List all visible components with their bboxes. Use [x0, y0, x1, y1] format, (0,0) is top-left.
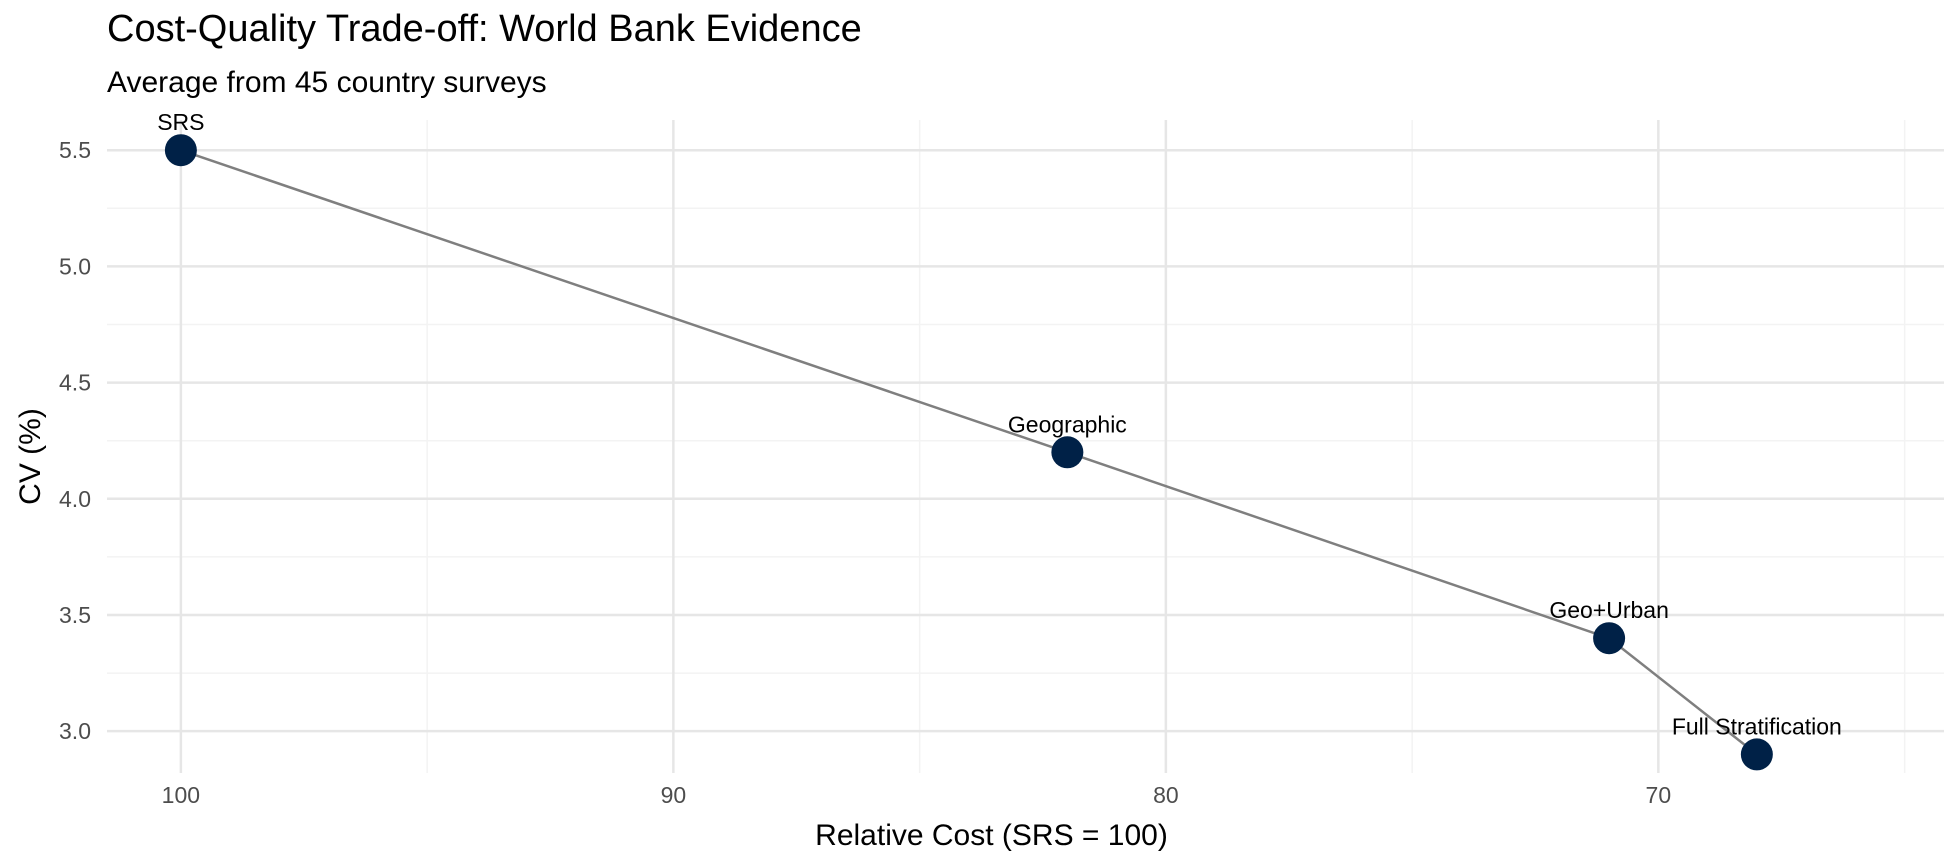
y-tick-label: 3.5 [59, 602, 91, 628]
data-point-label: SRS [157, 109, 204, 135]
series-points-group [164, 134, 1773, 771]
data-point [1593, 622, 1626, 655]
x-tick-label: 90 [661, 782, 687, 808]
y-axis-ticks: 3.0 3.5 4.0 4.5 5.0 5.5 [59, 137, 91, 744]
x-axis-title: Relative Cost (SRS = 100) [815, 819, 1168, 852]
data-point [1051, 436, 1084, 469]
data-point [1740, 738, 1773, 771]
y-tick-label: 4.0 [59, 486, 91, 512]
y-tick-label: 4.5 [59, 370, 91, 396]
x-axis-ticks: 100 90 80 70 [162, 782, 1671, 808]
y-axis-title: CV (%) [14, 408, 47, 505]
y-tick-label: 5.5 [59, 137, 91, 163]
data-point-label: Full Stratification [1672, 713, 1842, 739]
y-tick-label: 3.0 [59, 718, 91, 744]
x-tick-label: 100 [162, 782, 200, 808]
data-point-label: Geo+Urban [1549, 597, 1669, 623]
point-labels-group: SRS Geographic Geo+Urban Full Stratificatio… [157, 109, 1842, 739]
series-line-group [180, 149, 1758, 756]
series-line [180, 149, 1758, 756]
x-tick-label: 80 [1153, 782, 1179, 808]
chart-title: Cost-Quality Trade-off: World Bank Evide… [107, 8, 862, 50]
chart-subtitle: Average from 45 country surveys [107, 66, 547, 99]
data-point [164, 134, 197, 167]
x-tick-label: 70 [1646, 782, 1672, 808]
grid-major [107, 120, 1944, 773]
data-point-label: Geographic [1008, 411, 1127, 437]
y-tick-label: 5.0 [59, 253, 91, 279]
grid-minor [107, 120, 1944, 773]
